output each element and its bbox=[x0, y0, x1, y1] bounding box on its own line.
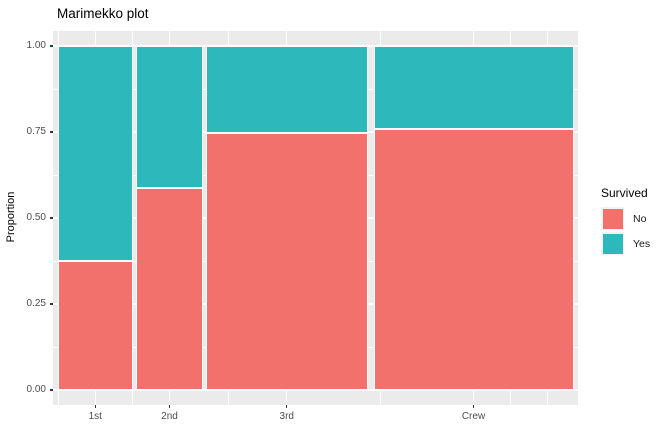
y-tick-label: 0.25 bbox=[26, 298, 46, 309]
y-tick-label: 0.00 bbox=[26, 384, 46, 395]
x-axis-tick bbox=[94, 404, 96, 408]
mosaic-segment-3rd-yes bbox=[205, 46, 368, 133]
y-tick-label: 1.00 bbox=[26, 40, 46, 51]
legend-swatch-yes bbox=[602, 233, 623, 254]
y-axis-tick bbox=[49, 131, 53, 133]
x-axis-tick bbox=[472, 404, 475, 408]
mosaic-segment-1st-no bbox=[57, 261, 133, 390]
x-tick-label: 2nd bbox=[161, 410, 178, 422]
legend-key bbox=[601, 207, 624, 230]
legend-title: Survived bbox=[601, 186, 648, 200]
y-axis-title: Proportion bbox=[5, 191, 17, 243]
y-axis-tick bbox=[49, 217, 53, 219]
y-axis-tick bbox=[49, 45, 53, 47]
legend-swatch-no bbox=[602, 208, 623, 229]
legend-item-yes: Yes bbox=[601, 232, 650, 255]
x-tick-label: Crew bbox=[461, 410, 486, 422]
gridline-major-h bbox=[53, 389, 578, 391]
legend: Survived No Yes bbox=[601, 186, 650, 257]
x-axis-tick bbox=[168, 404, 171, 408]
legend-label: No bbox=[633, 212, 647, 225]
x-tick-label: 1st bbox=[88, 410, 102, 422]
mosaic-segment-1st-yes bbox=[57, 46, 133, 261]
gridline-major-h bbox=[53, 45, 578, 47]
legend-key bbox=[601, 232, 624, 255]
mosaic-segment-2nd-no bbox=[136, 188, 203, 390]
chart-title: Marimekko plot bbox=[57, 6, 149, 21]
legend-item-no: No bbox=[601, 207, 650, 230]
mosaic-segment-3rd-no bbox=[205, 132, 368, 390]
mosaic-segment-2nd-yes bbox=[136, 46, 203, 189]
y-tick-label: 0.75 bbox=[26, 126, 46, 137]
x-tick-label: 3rd bbox=[279, 410, 294, 422]
legend-label: Yes bbox=[633, 237, 651, 250]
y-axis-tick bbox=[49, 303, 53, 305]
mosaic-segment-crew-yes bbox=[373, 46, 574, 129]
plot-panel bbox=[53, 31, 578, 405]
y-axis-tick bbox=[49, 389, 53, 391]
x-axis-tick bbox=[286, 404, 288, 408]
mosaic-segment-crew-no bbox=[373, 128, 574, 390]
y-tick-label: 0.50 bbox=[26, 212, 46, 223]
